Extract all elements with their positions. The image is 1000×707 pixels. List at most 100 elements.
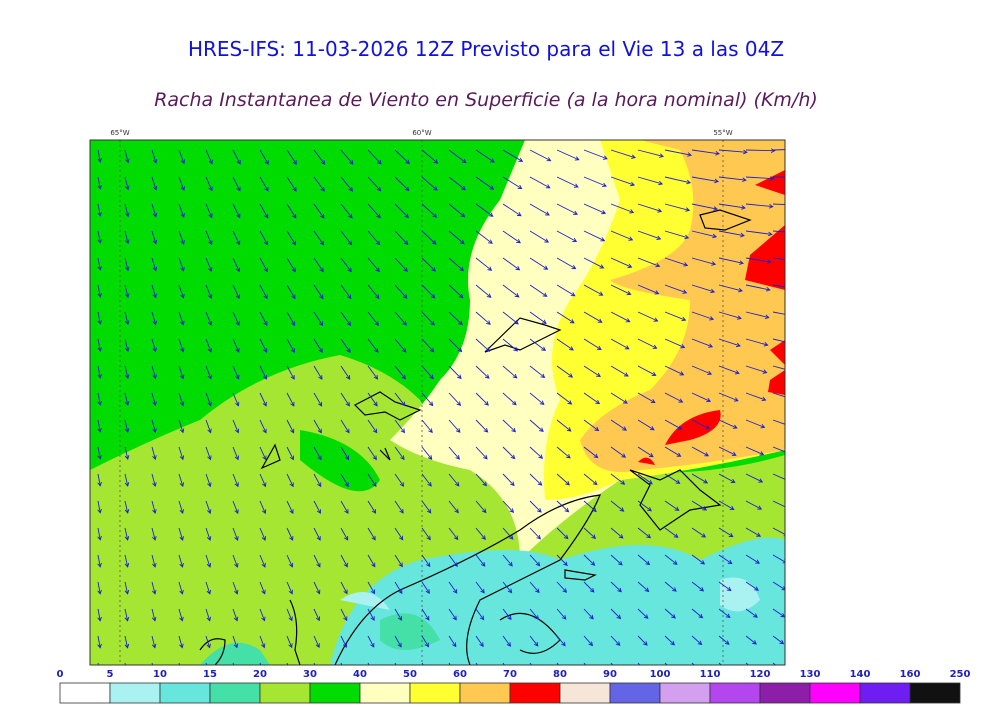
colorbar-tick-label: 50	[403, 669, 417, 680]
colorbar-box	[759, 682, 811, 704]
wind-arrow	[718, 365, 740, 375]
colorbar-tick-label: 40	[353, 669, 367, 680]
wind-arrow	[448, 635, 457, 648]
wind-arrow	[232, 608, 239, 622]
wind-arrow	[664, 338, 686, 349]
wind-arrow	[394, 392, 406, 407]
wind-arrow	[502, 419, 517, 433]
wind-arrow	[745, 662, 750, 665]
wind-arrow	[124, 527, 130, 541]
wind-arrow	[475, 419, 489, 433]
wind-arrow	[529, 284, 548, 297]
wind-arrow	[232, 176, 241, 192]
wind-arrow	[313, 554, 321, 568]
wind-arrow	[259, 473, 267, 488]
wind-arrow	[232, 365, 240, 380]
wind-arrow	[448, 527, 459, 541]
wind-arrow	[529, 500, 542, 513]
wind-arrow	[367, 284, 380, 300]
wind-arrow	[178, 176, 185, 192]
wind-arrow	[772, 500, 785, 510]
wind-arrow	[529, 635, 539, 647]
wind-arrow	[313, 473, 322, 488]
title: HRES-IFS: 11-03-2026 12Z Previsto para e…	[188, 37, 784, 61]
wind-arrow	[124, 284, 130, 299]
colorbar-box	[109, 682, 161, 704]
wind-arrow	[745, 230, 773, 237]
colorbar-box	[459, 682, 511, 704]
wind-arrow	[475, 608, 485, 621]
wind-arrow	[394, 284, 408, 299]
wind-arrow	[745, 419, 766, 429]
wind-arrow	[745, 148, 776, 153]
wind-arrow	[340, 473, 349, 488]
wind-arrow	[394, 581, 403, 595]
wind-arrow	[232, 446, 240, 461]
wind-arrow	[502, 365, 518, 379]
wind-arrow	[475, 176, 495, 190]
colorbar-tick-label: 160	[900, 669, 921, 680]
wind-arrow	[313, 446, 322, 461]
lon-label: 55°W	[713, 129, 732, 137]
wind-arrow	[448, 500, 459, 514]
wind-arrow	[151, 473, 157, 488]
wind-arrow	[691, 500, 708, 511]
wind-arrow	[394, 203, 409, 219]
wind-arrow	[529, 446, 544, 459]
wind-arrow	[772, 338, 785, 343]
wind-arrow	[745, 338, 769, 347]
wind-arrow	[151, 527, 157, 541]
wind-arrow	[97, 446, 102, 460]
wind-arrow	[286, 230, 297, 246]
wind-arrow	[637, 392, 656, 404]
wind-arrow	[664, 473, 681, 484]
wind-arrow	[313, 527, 321, 541]
wind-arrow	[664, 365, 685, 376]
wind-arrow	[718, 230, 745, 238]
wind-arrow	[367, 500, 377, 514]
wind-arrow	[583, 581, 595, 593]
wind-arrow	[394, 554, 403, 568]
wind-arrow	[502, 176, 523, 190]
wind-arrow	[556, 419, 572, 432]
wind-arrow	[691, 257, 717, 266]
wind-arrow	[448, 365, 462, 380]
wind-arrow	[691, 527, 707, 538]
wind-arrow	[394, 473, 405, 487]
wind-arrow	[205, 392, 212, 407]
wind-arrow	[745, 473, 764, 483]
wind-arrow	[718, 176, 747, 183]
wind-arrow	[205, 473, 212, 488]
colorbar-box	[809, 682, 861, 704]
wind-arrow	[286, 473, 294, 488]
wind-arrow	[394, 500, 404, 514]
wind-arrow	[205, 338, 213, 353]
wind-arrow	[232, 554, 239, 568]
wind-arrow	[475, 284, 492, 298]
wind-arrow	[178, 635, 184, 649]
wind-arrow	[772, 230, 785, 233]
wind-arrow	[502, 473, 515, 487]
wind-arrow	[97, 176, 102, 190]
wind-arrow	[772, 581, 785, 591]
wind-arrow	[124, 473, 130, 487]
wind-arrow	[529, 338, 547, 352]
wind-arrow	[448, 581, 458, 594]
wind-arrow	[232, 311, 240, 327]
wind-arrow	[286, 392, 295, 407]
colorbar-tick-label: 10	[153, 669, 167, 680]
wind-arrow	[178, 581, 184, 595]
wind-arrow	[124, 203, 130, 218]
wind-arrow	[637, 230, 662, 241]
wind-arrow	[502, 608, 512, 621]
wind-arrow	[448, 257, 465, 272]
wind-arrow	[97, 608, 102, 622]
wind-arrow	[475, 230, 493, 244]
wind-arrow	[286, 338, 295, 354]
wind-arrow	[313, 500, 321, 515]
wind-arrow	[151, 608, 157, 622]
wind-arrow	[502, 392, 517, 406]
lon-label: 60°W	[412, 129, 431, 137]
wind-arrow	[394, 446, 405, 461]
wind-arrow	[637, 311, 659, 322]
